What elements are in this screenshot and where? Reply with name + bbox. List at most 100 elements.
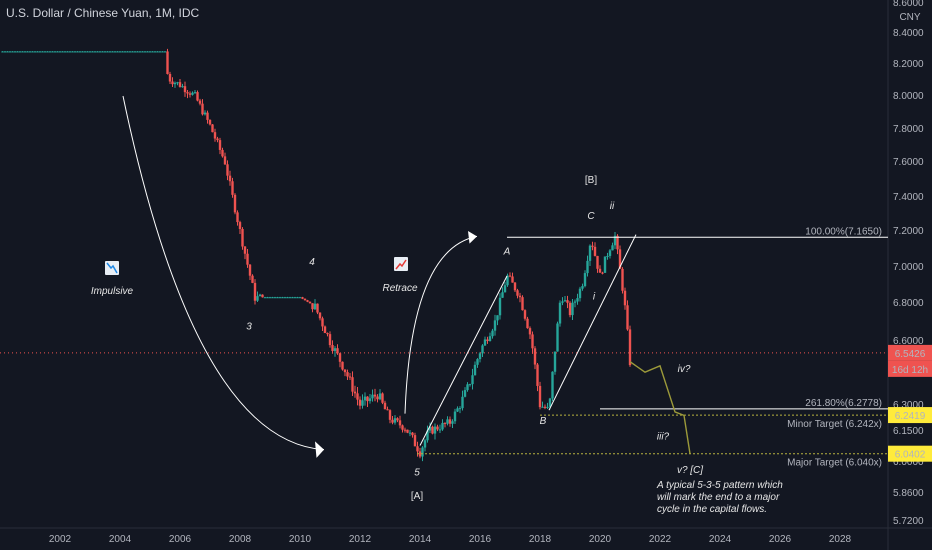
candle-body [558,302,562,324]
candle-body [356,393,359,400]
candle-body [381,393,384,403]
candle-body [211,124,214,133]
candle-body [38,51,42,53]
candle-body [206,112,209,120]
channel-line [548,234,637,411]
candle-body [101,51,104,53]
wave-label: [A] [411,491,423,502]
candle-body [228,175,232,182]
price-tick-label: 8.4000 [893,28,924,39]
candle-body [131,51,134,53]
impulsive-arrowhead [315,441,324,458]
candle-body [123,51,127,53]
candle-body [458,408,462,410]
candle-body [316,303,319,313]
candle-body [138,51,142,53]
candle-body [176,82,179,84]
candle-body [463,390,467,397]
candle-body [376,396,379,400]
price-tick-label: 5.8600 [893,488,924,499]
candle-body [348,376,352,378]
candle-body [388,410,392,420]
candle-body [91,51,94,53]
candle-body [318,312,322,319]
wave-label: B [540,416,547,427]
candle-body [11,51,14,53]
candle-body [568,302,572,316]
candle-body [181,86,184,88]
candle-body [1,51,4,53]
price-tick-label: 7.0000 [893,262,924,273]
candle-body [88,51,92,53]
candle-body [216,138,219,141]
candle-body [143,51,147,53]
wave-label: A [503,246,511,257]
candle-body [203,112,207,115]
wave-label: ii [610,201,615,212]
candle-body [441,422,444,430]
candle-body [328,334,332,346]
candle-body [346,372,349,377]
candle-body [276,297,279,299]
candle-body [313,303,317,310]
candle-body [331,345,334,351]
current-price-tag[interactable] [888,344,932,361]
major-target-tag[interactable] [888,445,932,462]
wave-label: i [593,291,596,302]
candle-body [606,255,609,257]
candle-body [581,286,584,289]
candle-body [126,51,129,53]
candle-body [238,222,242,229]
candle-body [58,51,62,53]
channel-line [419,275,508,446]
wave-label: 4 [309,257,315,268]
candle-body [86,51,89,53]
candle-body [578,288,582,299]
candle-body [36,51,39,53]
candle-body [311,303,314,310]
candle-body [503,285,507,293]
candle-body [473,364,477,376]
candle-body [136,51,139,53]
candle-body [411,432,414,436]
candle-body [128,51,132,53]
price-tick-label: 6.3000 [893,400,924,411]
candle-body [268,297,272,299]
retrace-arc [404,235,478,414]
countdown-text: 16d 12h [892,365,928,376]
candle-body [596,255,599,269]
price-tick-label: 6.1500 [893,426,924,437]
candle-body [436,426,439,430]
candle-body [498,297,502,316]
price-tick-label: 8.2000 [893,59,924,70]
candle-body [576,298,579,302]
candle-body [486,339,489,341]
candle-body [546,406,549,408]
candle-body [61,51,64,53]
candle-body [506,275,509,286]
candle-body [281,297,284,299]
candle-body [221,149,224,157]
candle-body [158,51,162,53]
candle-body [298,297,302,299]
candle-body [196,92,199,101]
price-tick-label: 6.6000 [893,336,924,347]
candle-body [483,339,487,346]
currency-label: CNY [899,12,920,23]
candle-body [288,297,292,299]
time-tick-label: 2004 [109,534,132,545]
note-line: will mark the end to a major [657,492,780,503]
candle-body [161,51,164,53]
candle-body [178,82,182,87]
candle-body [553,351,557,372]
candle-body [231,181,234,195]
candle-body [56,51,59,53]
candle-body [46,51,49,53]
candle-body [371,394,374,399]
minor-target-tag[interactable] [888,407,932,424]
candle-body [431,426,434,434]
candle-body [528,328,532,335]
target-level-label: Major Target (6.040x) [787,458,882,469]
candle-body [53,51,57,53]
